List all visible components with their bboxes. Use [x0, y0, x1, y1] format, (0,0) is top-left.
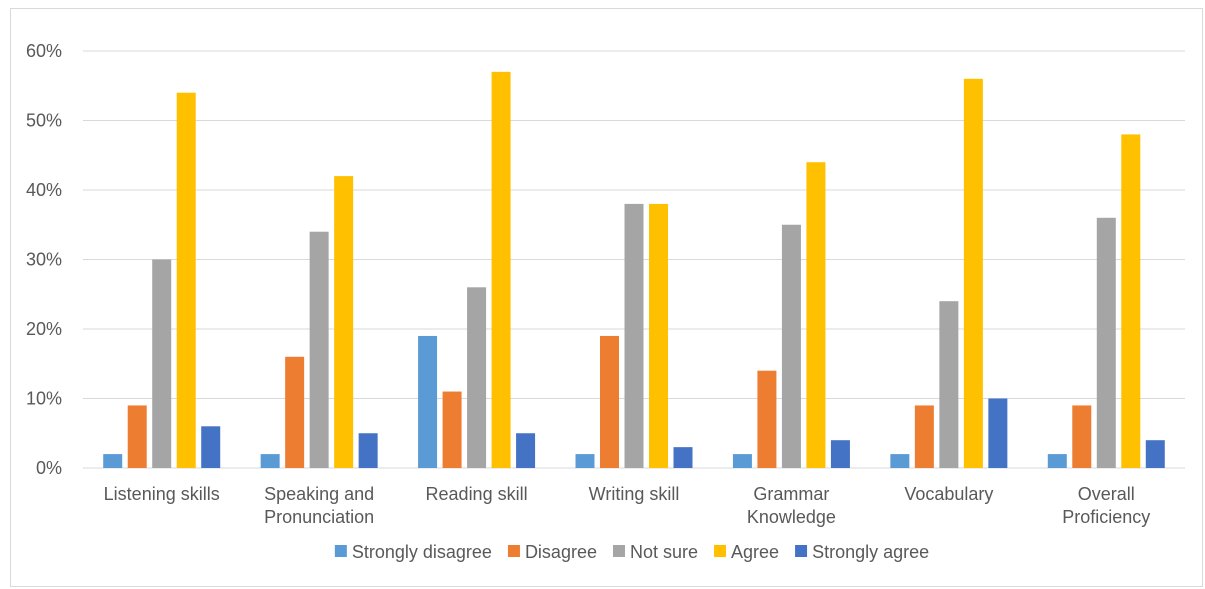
bar-disagree — [914, 405, 934, 468]
x-tick-label: Reading skill — [426, 484, 528, 504]
legend-swatch — [334, 545, 347, 557]
bar-agree — [176, 92, 196, 468]
y-tick-label: 60% — [26, 41, 62, 61]
x-tick-label: Listening skills — [104, 484, 220, 504]
bar-strongly-disagree — [732, 454, 752, 468]
bar-not-sure — [467, 287, 487, 468]
y-axis: 0% 10% 20% 30% 40% 50% 60% — [26, 41, 62, 478]
bar-strongly-agree — [830, 440, 850, 468]
y-tick-label: 0% — [36, 458, 62, 478]
bar-disagree — [127, 405, 147, 468]
bar-strongly-disagree — [890, 454, 910, 468]
bar-agree — [491, 71, 511, 468]
bar-strongly-agree — [516, 433, 536, 468]
legend-swatch — [795, 545, 808, 557]
legend-label: Agree — [731, 542, 779, 562]
y-tick-label: 40% — [26, 180, 62, 200]
legend-label: Disagree — [525, 542, 597, 562]
bar-not-sure — [624, 203, 644, 468]
bar-strongly-agree — [1145, 440, 1165, 468]
bar-strongly-disagree — [418, 335, 438, 468]
chart-frame — [10, 8, 1203, 587]
x-tick-label: Vocabulary — [904, 484, 993, 504]
bar-strongly-agree — [988, 398, 1008, 468]
bar-not-sure — [939, 301, 959, 468]
bar-disagree — [285, 356, 305, 468]
bar-agree — [806, 162, 826, 468]
bar-strongly-agree — [201, 426, 221, 468]
y-tick-label: 10% — [26, 389, 62, 409]
legend-swatch — [714, 545, 727, 557]
bar-strongly-disagree — [575, 454, 595, 468]
legend-swatch — [612, 545, 625, 557]
bar-not-sure — [781, 224, 801, 468]
legend-label: Strongly agree — [812, 542, 929, 562]
legend-swatch — [507, 545, 520, 557]
legend: Strongly disagree Disagree Not sure Agree St… — [334, 542, 929, 562]
bar-strongly-agree — [358, 433, 378, 468]
bar-strongly-disagree — [260, 454, 280, 468]
y-tick-label: 50% — [26, 111, 62, 131]
x-axis: Listening skills Speaking and Pronunciatio… — [104, 484, 1151, 527]
legend-label: Strongly disagree — [352, 542, 492, 562]
bar-disagree — [757, 370, 777, 468]
bar-not-sure — [1096, 217, 1116, 468]
bar-strongly-agree — [673, 447, 693, 468]
x-tick-label: Speaking and Pronunciation — [264, 484, 374, 527]
y-tick-label: 20% — [26, 319, 62, 339]
bar-agree — [963, 78, 983, 469]
bar-strongly-disagree — [103, 454, 123, 468]
bar-agree — [334, 176, 354, 468]
y-tick-label: 30% — [26, 250, 62, 270]
bar-disagree — [600, 335, 619, 468]
x-tick-label: Overall Proficiency — [1062, 484, 1150, 527]
bar-disagree — [442, 391, 462, 468]
bars — [103, 71, 1165, 469]
x-tick-label: Grammar Knowledge — [747, 484, 836, 527]
bar-strongly-disagree — [1047, 454, 1067, 468]
legend-label: Not sure — [630, 542, 698, 562]
x-tick-label: Writing skill — [589, 484, 680, 504]
bar-disagree — [1072, 405, 1092, 468]
bar-agree — [649, 203, 668, 468]
bar-agree — [1121, 134, 1141, 468]
bar-not-sure — [152, 259, 172, 468]
bar-not-sure — [309, 231, 329, 468]
